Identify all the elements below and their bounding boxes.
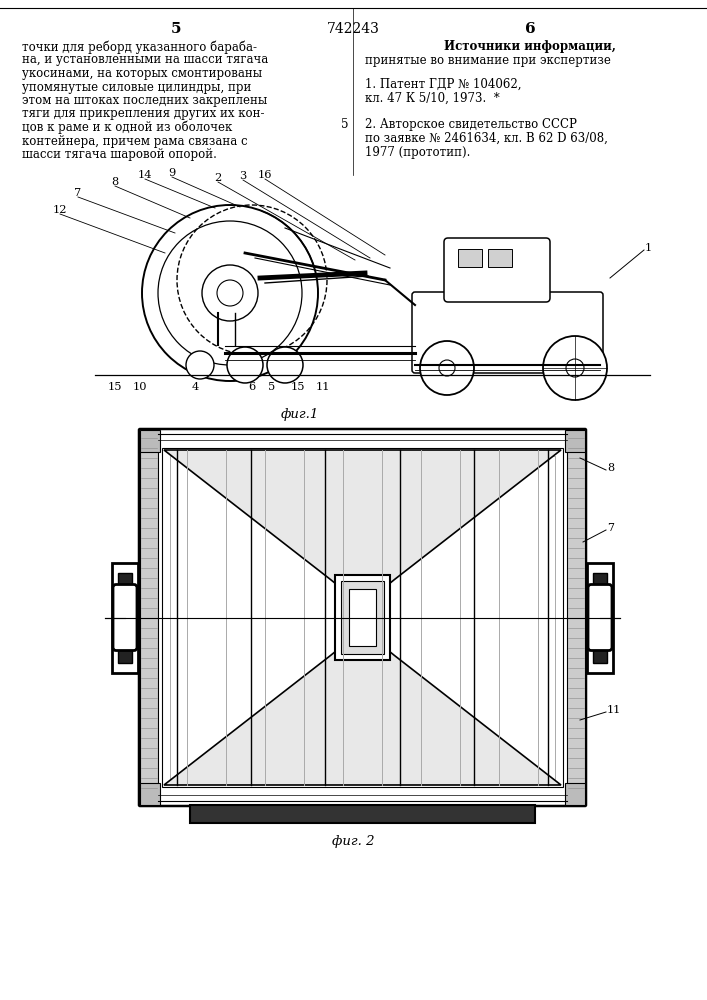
FancyBboxPatch shape	[113, 584, 137, 650]
Bar	[190, 805, 535, 823]
Circle shape	[227, 347, 263, 383]
Text: 8: 8	[607, 463, 614, 473]
Bar	[140, 783, 160, 805]
Text: 3: 3	[240, 171, 247, 181]
Bar	[112, 562, 138, 672]
Bar	[140, 430, 160, 452]
Text: 1: 1	[645, 243, 652, 253]
Circle shape	[267, 347, 303, 383]
Bar	[341, 581, 384, 654]
Bar	[170, 456, 555, 779]
Bar	[565, 783, 585, 805]
Text: 10: 10	[133, 382, 147, 392]
Text: 15: 15	[291, 382, 305, 392]
Text: укосинами, на которых смонтированы: укосинами, на которых смонтированы	[22, 67, 262, 80]
Text: 11: 11	[607, 705, 621, 715]
Circle shape	[186, 351, 214, 379]
Text: 2. Авторское свидетельство СССР: 2. Авторское свидетельство СССР	[365, 118, 577, 131]
Text: 5: 5	[171, 22, 181, 36]
Text: шасси тягача шаровой опорой.: шасси тягача шаровой опорой.	[22, 148, 217, 161]
Text: точки для реборд указанного бараба-: точки для реборд указанного бараба-	[22, 40, 257, 53]
Circle shape	[142, 205, 318, 381]
FancyBboxPatch shape	[412, 292, 603, 373]
Circle shape	[543, 336, 607, 400]
Text: принятые во внимание при экспертизе: принятые во внимание при экспертизе	[365, 54, 611, 67]
Text: 1977 (прототип).: 1977 (прототип).	[365, 146, 470, 159]
Circle shape	[202, 265, 258, 321]
Text: 4: 4	[192, 382, 199, 392]
Text: 6: 6	[248, 382, 256, 392]
Bar	[565, 430, 585, 452]
Text: фиг. 2: фиг. 2	[332, 835, 374, 848]
Text: 5: 5	[341, 118, 349, 131]
Bar	[349, 589, 376, 646]
Circle shape	[566, 359, 584, 377]
FancyBboxPatch shape	[588, 584, 612, 650]
Text: цов к раме и к одной из оболочек: цов к раме и к одной из оболочек	[22, 121, 233, 134]
Text: 8: 8	[112, 177, 119, 187]
Text: Источники информации,: Источники информации,	[444, 40, 616, 53]
Circle shape	[439, 360, 455, 376]
Text: упомянутые силовые цилиндры, при: упомянутые силовые цилиндры, при	[22, 81, 252, 94]
Text: 7: 7	[607, 523, 614, 533]
Polygon shape	[164, 630, 561, 785]
Text: контейнера, причем рама связана с: контейнера, причем рама связана с	[22, 134, 247, 147]
Text: 16: 16	[258, 170, 272, 180]
Text: 12: 12	[53, 205, 67, 215]
Bar	[458, 249, 482, 267]
Text: 11: 11	[316, 382, 330, 392]
Bar	[162, 448, 563, 787]
Bar	[587, 562, 613, 672]
Text: этом на штоках последних закреплены: этом на штоках последних закреплены	[22, 94, 267, 107]
Bar	[118, 572, 132, 662]
Text: по заявке № 2461634, кл. В 62 D 63/08,: по заявке № 2461634, кл. В 62 D 63/08,	[365, 132, 608, 145]
Text: 5: 5	[269, 382, 276, 392]
Text: 14: 14	[138, 170, 152, 180]
Circle shape	[217, 280, 243, 306]
Text: кл. 47 К 5/10, 1973.  *: кл. 47 К 5/10, 1973. *	[365, 92, 500, 105]
Polygon shape	[164, 450, 561, 605]
Circle shape	[158, 221, 302, 365]
Text: 1. Патент ГДР № 104062,: 1. Патент ГДР № 104062,	[365, 78, 522, 91]
FancyBboxPatch shape	[139, 429, 586, 806]
Bar	[488, 249, 512, 267]
Bar	[140, 434, 158, 801]
Text: 15: 15	[107, 382, 122, 392]
Bar	[335, 575, 390, 660]
Text: 2: 2	[214, 173, 221, 183]
Bar	[593, 572, 607, 662]
Text: 6: 6	[525, 22, 535, 36]
Circle shape	[420, 341, 474, 395]
Text: фиг.1: фиг.1	[281, 408, 319, 421]
Text: 9: 9	[168, 168, 175, 178]
Text: на, и установленными на шасси тягача: на, и установленными на шасси тягача	[22, 53, 268, 66]
Text: 742243: 742243	[327, 22, 380, 36]
Text: 7: 7	[74, 188, 81, 198]
Bar	[567, 434, 585, 801]
Text: тяги для прикрепления других их кон-: тяги для прикрепления других их кон-	[22, 107, 264, 120]
FancyBboxPatch shape	[444, 238, 550, 302]
